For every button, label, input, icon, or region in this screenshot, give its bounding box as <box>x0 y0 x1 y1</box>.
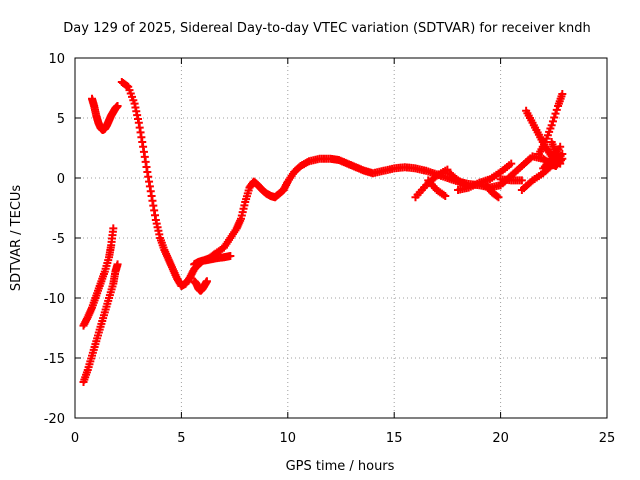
y-tick-label: 5 <box>57 112 65 127</box>
data-point <box>109 224 118 233</box>
x-tick-label: 25 <box>599 431 616 446</box>
x-tick-label: 10 <box>280 431 297 446</box>
data-point <box>556 159 565 168</box>
series-arc-e <box>190 277 211 295</box>
data-point <box>113 102 122 110</box>
y-axis-label: SDTVAR / TECUs <box>9 185 24 292</box>
data-point <box>550 113 559 122</box>
y-tick-label: 0 <box>57 172 65 187</box>
data-point <box>202 277 211 286</box>
data-point <box>517 176 526 185</box>
series-arc-p <box>539 142 565 173</box>
y-tick-label: -20 <box>44 412 65 427</box>
series-arc-f <box>411 165 452 202</box>
data-point <box>494 193 503 202</box>
series-arc-b <box>79 224 118 330</box>
x-tick-label: 5 <box>177 431 185 446</box>
series-main <box>117 78 567 290</box>
x-axis-label: GPS time / hours <box>286 459 395 474</box>
data-point <box>552 105 561 114</box>
data-point <box>226 252 235 260</box>
series-arc-g <box>424 176 450 200</box>
series-arc-i <box>454 159 516 194</box>
data-point <box>441 192 450 200</box>
data-point <box>556 142 565 151</box>
y-tick-label: -15 <box>44 352 65 367</box>
x-tick-label: 0 <box>71 431 79 446</box>
y-tick-label: -10 <box>44 292 65 307</box>
data-point <box>558 90 567 98</box>
data-point <box>113 260 122 269</box>
x-tick-label: 20 <box>492 431 509 446</box>
series-arc-a <box>88 94 122 134</box>
series-arc-n <box>534 90 567 158</box>
data-point <box>551 109 560 118</box>
data-point <box>547 121 556 130</box>
series-arc-d <box>190 252 235 269</box>
series-arc-j <box>481 181 503 202</box>
plot-frame <box>74 57 608 419</box>
x-tick-label: 15 <box>386 431 403 446</box>
y-tick-label: 10 <box>48 52 65 67</box>
plot-markers <box>79 78 567 386</box>
chart-title: Day 129 of 2025, Sidereal Day-to-day VTE… <box>63 21 590 36</box>
series-arc-k <box>496 175 526 185</box>
data-point <box>507 159 516 168</box>
data-point <box>548 117 557 126</box>
series-arc-c <box>79 260 122 386</box>
y-tick-label: -5 <box>52 232 65 247</box>
